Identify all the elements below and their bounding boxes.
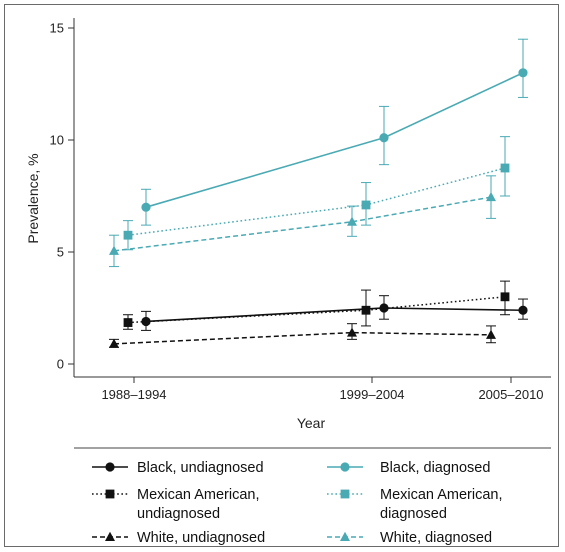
series-mex_dx — [123, 136, 510, 251]
series-line — [113, 196, 492, 252]
legend-sample-marker — [340, 462, 350, 472]
series-white_undx — [109, 323, 496, 348]
y-tick-label: 10 — [50, 133, 64, 148]
x-tick-label: 1999–2004 — [339, 387, 404, 402]
legend-label: White, undiagnosed — [137, 530, 265, 546]
data-point — [486, 191, 496, 202]
y-tick-label: 15 — [50, 21, 64, 36]
data-point — [141, 202, 151, 212]
series-line — [113, 331, 492, 345]
legend-sample-marker — [105, 462, 115, 472]
y-axis-label: Prevalence, % — [25, 153, 41, 243]
data-point — [347, 216, 357, 226]
axes: 0 5 10 15 1988–1994 1999–2004 2005–2010 Year Pre… — [25, 18, 551, 431]
legend-item: Mexican American, diagnosed — [327, 487, 503, 522]
series-black_dx — [141, 38, 528, 226]
data-point — [518, 305, 528, 315]
legend-label: Mexican American, — [380, 487, 503, 503]
chart-frame — [4, 4, 559, 547]
data-point — [500, 163, 510, 173]
series-white_dx — [109, 175, 496, 268]
data-point — [518, 68, 528, 78]
series-line — [127, 167, 506, 236]
data-point — [361, 305, 371, 315]
legend-sample-marker — [105, 531, 115, 541]
legend-label: Mexican American, — [137, 487, 260, 503]
legend-label: White, diagnosed — [380, 530, 492, 546]
legend-label: Black, undiagnosed — [137, 460, 264, 476]
data-point — [486, 329, 496, 339]
legend-label: Black, diagnosed — [380, 460, 490, 476]
y-tick-label: 5 — [57, 245, 64, 260]
legend-item: Black, undiagnosed — [92, 460, 264, 476]
x-tick-label: 2005–2010 — [478, 387, 543, 402]
data-point — [361, 200, 371, 210]
data-point — [379, 133, 389, 143]
data-point — [109, 245, 119, 255]
data-point — [347, 327, 357, 337]
legend-label: undiagnosed — [137, 506, 220, 522]
legend: Black, undiagnosed Black, diagnosed Mexica… — [74, 447, 551, 546]
y-tick-label: 0 — [57, 357, 64, 372]
legend-item: Black, diagnosed — [327, 460, 490, 476]
data-point — [109, 338, 119, 348]
legend-item: White, diagnosed — [327, 530, 492, 546]
data-point — [123, 318, 133, 327]
legend-sample-marker — [105, 489, 115, 499]
legend-item: Mexican American, undiagnosed — [92, 487, 260, 522]
x-tick-label: 1988–1994 — [101, 387, 166, 402]
legend-item: White, undiagnosed — [92, 530, 265, 546]
series-line — [145, 72, 524, 208]
series-line — [145, 307, 524, 323]
series-black_undx — [141, 295, 528, 331]
legend-sample-marker — [340, 531, 350, 541]
legend-sample-marker — [340, 489, 350, 499]
series-mex_undx — [123, 280, 510, 330]
data-point — [500, 292, 510, 302]
data-point — [123, 230, 133, 240]
x-axis-label: Year — [297, 415, 326, 431]
series-layer — [109, 38, 528, 348]
legend-label: diagnosed — [380, 506, 447, 522]
